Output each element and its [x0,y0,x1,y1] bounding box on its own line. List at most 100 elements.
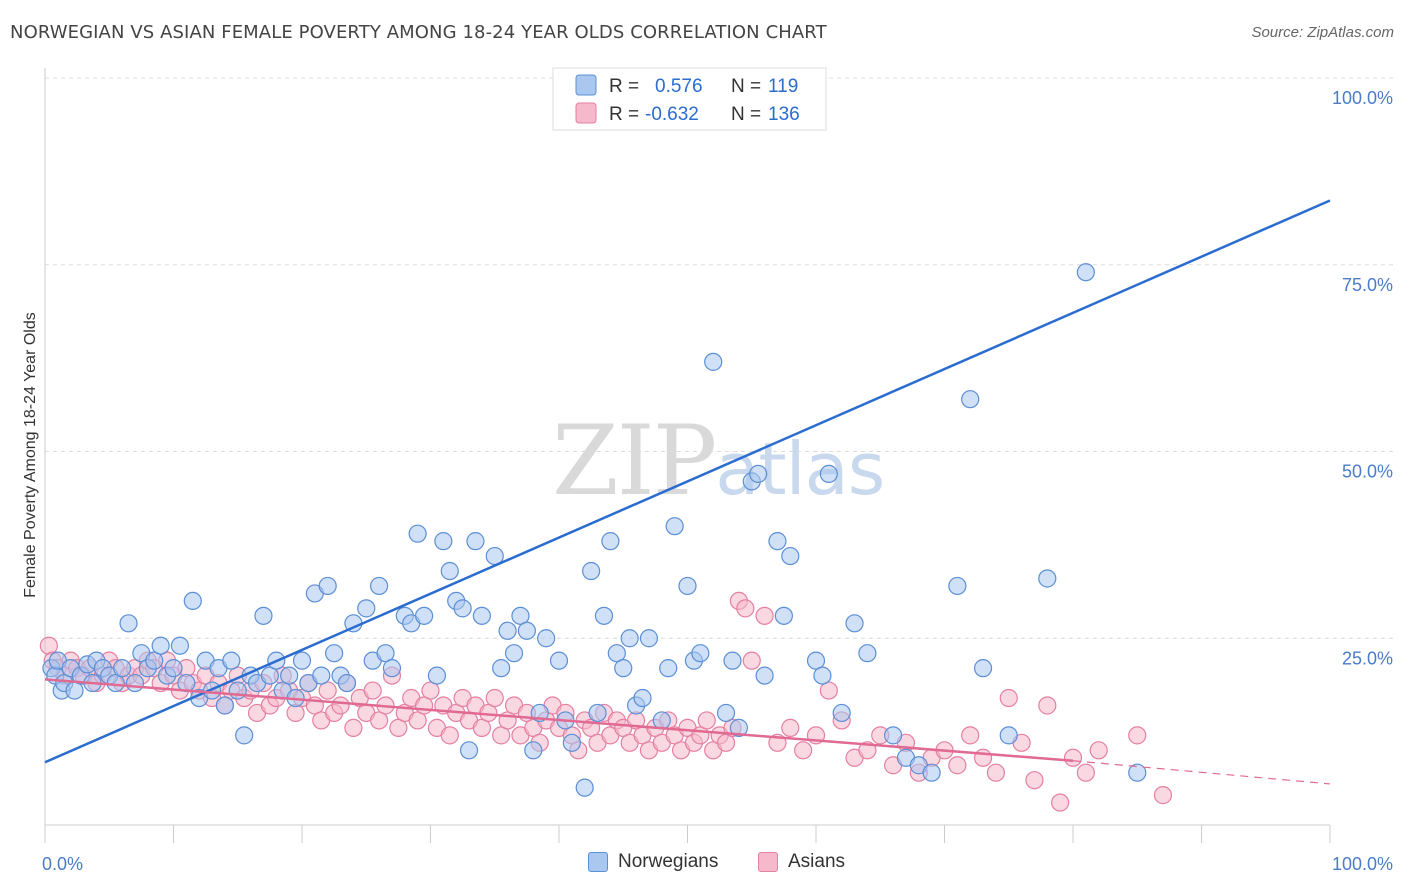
asians-point [742,651,761,670]
legend-swatch-asians [575,102,597,124]
norwegians-point [164,659,183,678]
norwegians-point [729,718,749,737]
trend-layer [44,199,1331,785]
norwegians-point [858,644,877,663]
norwegians-point [215,696,234,715]
norwegians-point [755,666,774,685]
norwegians-point [498,621,517,640]
asians-point [1063,748,1083,767]
norwegians-point [337,673,357,693]
norwegians-point [781,546,800,566]
legend-r-label-1: R = [609,76,639,97]
norwegians-point [357,599,376,618]
watermark-atlas: atlas [715,427,885,511]
asians-point [999,688,1018,708]
norwegians-point [427,666,447,685]
norwegians-point [280,666,299,685]
asians-point [1128,726,1147,745]
norwegians-point [292,651,312,670]
asians-point [755,606,774,625]
norwegians-point [382,659,402,678]
legend-swatch-norwegians [575,74,597,96]
norwegians-point [414,606,434,625]
asians-point [948,756,967,775]
norwegians-point [768,532,787,551]
norwegians-point [813,666,832,685]
norwegians-point [408,524,427,543]
legend-n-value-1: 119 [768,76,798,97]
norwegians-point [716,703,736,723]
norwegians-point [665,517,684,536]
norwegians-point [222,651,241,670]
norwegians-point [723,651,742,670]
norwegians-point [254,606,273,625]
norwegians-point [472,606,491,625]
asians-point [781,718,800,737]
asians-point [331,696,350,715]
norwegians-point [112,659,132,678]
bottom-legend-label-norwegians: Norwegians [618,851,719,872]
asians-point [1051,793,1070,812]
norwegians-points [42,263,1147,797]
legend-r-label-2: R = [609,104,639,125]
norwegians-point [1038,569,1057,588]
bottom-legend-swatch-asians [758,852,778,872]
norwegians-point [601,532,620,551]
asians-point [344,718,363,737]
asians-point [39,636,58,655]
norwegians-point [691,644,710,663]
norwegians-point [845,614,864,633]
norwegians-point [434,532,453,551]
norwegians-point [588,703,607,723]
x-tick-label-max: 100.0% [1332,854,1393,874]
norwegians-point [575,778,594,797]
asians-trend-extension [1072,760,1331,785]
watermark: ZIPatlas [552,405,885,517]
norwegians-point [659,659,678,678]
norwegians-point [883,726,903,745]
norwegians-point [228,681,247,700]
x-tick-label-min: 0.0% [42,854,83,874]
asians-point [1038,696,1057,715]
norwegians-point [582,561,601,581]
norwegians-point [119,614,138,633]
norwegians-point [151,636,170,655]
norwegians-point [1076,263,1095,282]
asians-point [973,748,993,767]
norwegians-point [183,591,202,611]
chart-title: NORWEGIAN VS ASIAN FEMALE POVERTY AMONG … [10,22,827,43]
y-tick-label: 100.0% [1332,88,1393,108]
asians-point [440,726,459,745]
norwegians-point [633,688,652,708]
norwegians-point [170,636,190,655]
norwegians-point [1128,763,1147,782]
norwegians-point [832,703,851,723]
norwegians-point [517,621,536,640]
asians-point [736,599,755,618]
norwegians-point [325,644,344,663]
norwegians-point [774,606,793,625]
y-tick-label: 75.0% [1342,275,1393,295]
bottom-legend-asians: Asians [758,851,845,873]
top-legend: R = 0.576 N = 119 R = -0.632 N = 136 [552,67,827,131]
norwegians-point [549,651,569,670]
y-tick-label: 25.0% [1342,648,1393,668]
norwegians-point [459,741,479,760]
norwegians-point [961,390,980,409]
norwegians-point [504,644,524,663]
legend-n-label-1: N = [731,76,761,97]
norwegians-point [749,464,768,484]
legend-r-value-2: -0.632 [645,104,699,125]
norwegians-point [466,532,485,551]
norwegians-point [537,629,556,648]
legend-n-value-2: 136 [768,104,800,125]
axis-layer: 25.0% 50.0% 75.0% 100.0% [44,68,1393,843]
norwegians-point [614,659,633,678]
legend-n-label-2: N = [731,104,761,125]
y-tick-label: 50.0% [1342,462,1393,482]
asians-point [485,688,504,708]
norwegians-point [594,606,614,625]
norwegians-point [973,659,993,678]
norwegians-point [440,561,459,581]
